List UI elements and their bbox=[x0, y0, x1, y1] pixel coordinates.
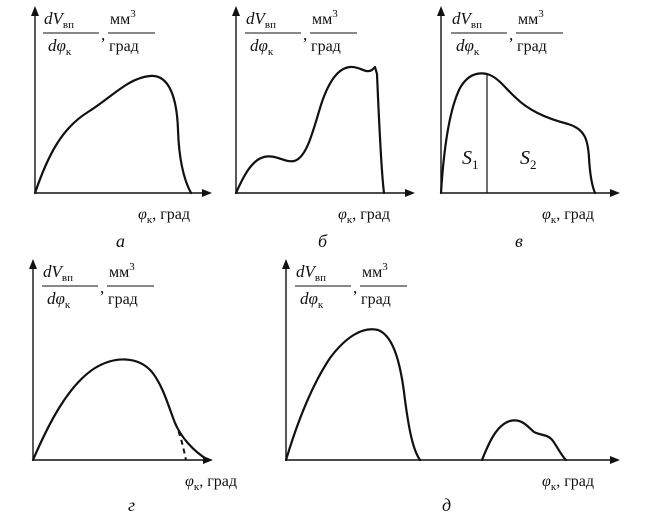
x-axis-arrow bbox=[610, 189, 620, 197]
ylabel-denominator: dφк bbox=[48, 36, 72, 58]
ylabel-comma: , bbox=[303, 25, 307, 44]
panel-a: dVвп dφк , мм3 град φк, град а bbox=[31, 6, 212, 251]
injection-rate-curve bbox=[234, 65, 386, 195]
main-injection-curve bbox=[284, 328, 422, 462]
injection-rate-curve bbox=[31, 358, 210, 462]
x-axis-label: φк, град bbox=[542, 206, 594, 226]
ylabel-comma: , bbox=[509, 25, 513, 44]
ylabel-numerator: dVвп bbox=[452, 9, 482, 31]
ylabel-unit-numerator: мм3 bbox=[312, 8, 338, 28]
x-axis-label: φк, град bbox=[185, 473, 237, 493]
panel-caption: а bbox=[116, 231, 125, 251]
ylabel-numerator: dVвп bbox=[296, 262, 326, 284]
ylabel-denominator: dφк bbox=[250, 36, 274, 58]
ylabel-unit-denominator: град bbox=[361, 291, 391, 308]
injection-rate-curve bbox=[439, 72, 597, 195]
y-axis-arrow bbox=[282, 259, 290, 269]
ylabel-unit-denominator: град bbox=[108, 291, 138, 308]
x-axis-arrow bbox=[610, 456, 620, 464]
x-axis-label: φк, град bbox=[138, 206, 190, 226]
injection-rate-curve bbox=[33, 74, 193, 195]
panel-v: S1 S2 dVвп dφк , мм3 град φк, град в bbox=[437, 6, 620, 251]
y-axis-arrow bbox=[31, 6, 39, 16]
panel-d: dVвп dφк , мм3 град φк, град д bbox=[282, 259, 620, 515]
y-axis-label: dVвп dφк , мм3 град bbox=[43, 8, 155, 58]
injection-rate-curve-dashed-cutoff bbox=[174, 422, 187, 461]
x-axis-label: φк, град bbox=[338, 206, 390, 226]
y-axis-label: dVвп dφк , мм3 град bbox=[42, 261, 154, 311]
panel-g: dVвп dφк , мм3 град φк, град г bbox=[29, 259, 237, 515]
panel-caption: д bbox=[442, 495, 451, 515]
ylabel-unit-denominator: град bbox=[311, 38, 341, 55]
ylabel-unit-denominator: град bbox=[517, 38, 547, 55]
x-axis-label: φк, град bbox=[542, 473, 594, 493]
post-injection-curve bbox=[480, 419, 568, 462]
ylabel-comma: , bbox=[353, 278, 357, 297]
x-axis-arrow bbox=[405, 189, 415, 197]
ylabel-unit-numerator: мм3 bbox=[362, 261, 388, 281]
y-axis-arrow bbox=[232, 6, 240, 16]
area-label-s1: S1 bbox=[462, 147, 479, 172]
panel-caption: в bbox=[515, 231, 523, 251]
ylabel-unit-numerator: мм3 bbox=[110, 8, 136, 28]
y-axis-label: dVвп dφк , мм3 град bbox=[451, 8, 563, 58]
ylabel-numerator: dVвп bbox=[43, 262, 73, 284]
y-axis-arrow bbox=[29, 259, 37, 269]
x-axis-arrow bbox=[202, 189, 212, 197]
ylabel-numerator: dVвп bbox=[44, 9, 74, 31]
y-axis-arrow bbox=[437, 6, 445, 16]
area-label-s2: S2 bbox=[520, 147, 537, 172]
ylabel-denominator: dφк bbox=[456, 36, 480, 58]
ylabel-unit-denominator: град bbox=[109, 38, 139, 55]
panel-caption: б bbox=[318, 231, 328, 251]
ylabel-numerator: dVвп bbox=[246, 9, 276, 31]
y-axis-label: dVвп dφк , мм3 град bbox=[245, 8, 357, 58]
ylabel-denominator: dφк bbox=[47, 289, 71, 311]
y-axis-label: dVвп dφк , мм3 град bbox=[295, 261, 407, 311]
ylabel-unit-numerator: мм3 bbox=[518, 8, 544, 28]
panel-b: dVвп dφк , мм3 град φк, град б bbox=[232, 6, 415, 251]
ylabel-unit-numerator: мм3 bbox=[109, 261, 135, 281]
ylabel-comma: , bbox=[100, 278, 104, 297]
ylabel-comma: , bbox=[101, 25, 105, 44]
ylabel-denominator: dφк bbox=[300, 289, 324, 311]
panel-caption: г bbox=[128, 495, 135, 515]
